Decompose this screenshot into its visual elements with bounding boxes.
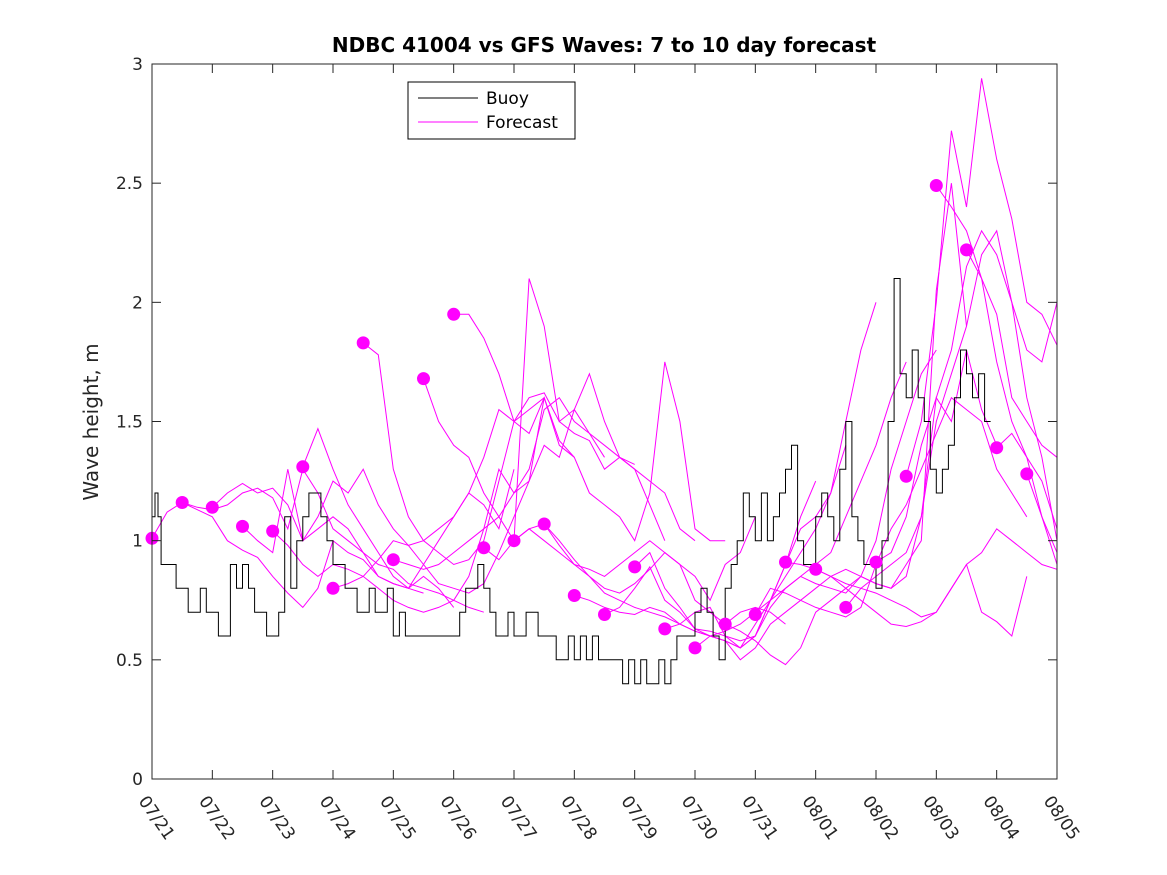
forecast-line-15 — [604, 302, 877, 642]
forecast-line-19 — [724, 349, 998, 666]
buoy-line — [152, 278, 991, 685]
forecast-marker-2 — [205, 500, 219, 514]
plot-area — [145, 78, 1058, 685]
forecast-marker-26 — [929, 179, 943, 192]
y-axis-label: Wave height, m — [79, 343, 103, 500]
y-tick-label: 2.5 — [116, 174, 143, 194]
forecast-line-25 — [905, 78, 1058, 477]
forecast-marker-13 — [537, 517, 551, 531]
forecast-line-17 — [664, 349, 937, 649]
legend: Buoy Forecast — [407, 81, 576, 140]
forecast-marker-6 — [326, 581, 340, 595]
forecast-marker-29 — [1020, 467, 1034, 481]
y-tick-label: 3 — [132, 55, 143, 75]
forecast-line-27 — [966, 249, 1058, 529]
legend-box — [407, 81, 576, 140]
forecast-line-29 — [1026, 473, 1058, 565]
forecast-marker-3 — [236, 519, 249, 533]
forecast-marker-16 — [628, 560, 642, 574]
forecast-marker-7 — [356, 336, 370, 350]
forecast-line-22 — [815, 563, 1028, 637]
forecast-line-12 — [513, 523, 786, 625]
forecast-marker-19 — [718, 617, 732, 631]
forecast-line-9 — [423, 278, 696, 543]
forecast-marker-22 — [809, 562, 823, 576]
forecast-marker-20 — [748, 608, 762, 621]
y-tick-label: 0.5 — [116, 651, 143, 671]
forecast-marker-4 — [266, 524, 280, 538]
forecast-line-10 — [453, 313, 726, 542]
forecast-line-2 — [211, 482, 484, 613]
forecast-line-16 — [634, 361, 907, 649]
forecast-marker-11 — [477, 541, 491, 555]
forecast-marker-27 — [960, 243, 973, 257]
forecast-marker-1 — [175, 496, 189, 509]
forecast-line-20 — [754, 396, 1028, 618]
forecast-marker-15 — [598, 608, 611, 621]
legend-forecast-label: Forecast — [486, 113, 558, 133]
y-tick-label: 1.5 — [116, 413, 143, 433]
forecast-line-5 — [302, 396, 575, 590]
forecast-line-4 — [272, 397, 545, 594]
y-tick-label: 1 — [132, 532, 143, 552]
forecast-marker-25 — [899, 469, 913, 483]
forecast-marker-23 — [839, 600, 853, 614]
forecast-marker-17 — [658, 622, 672, 636]
forecast-marker-12 — [507, 534, 521, 548]
forecast-marker-8 — [386, 553, 400, 567]
forecast-line-23 — [845, 229, 1058, 608]
forecast-marker-9 — [417, 372, 430, 386]
chart-title: NDBC 41004 vs GFS Waves: 7 to 10 day for… — [332, 33, 877, 57]
forecast-marker-28 — [990, 441, 1004, 455]
forecast-marker-24 — [869, 555, 883, 569]
y-tick-label: 0 — [132, 770, 143, 790]
forecast-line-26 — [935, 185, 1058, 458]
forecast-marker-5 — [296, 460, 310, 474]
y-tick-label: 2 — [132, 293, 143, 313]
forecast-marker-14 — [567, 589, 581, 602]
legend-buoy-label: Buoy — [486, 89, 529, 109]
forecast-line-7 — [362, 342, 635, 566]
forecast-marker-21 — [779, 555, 792, 569]
forecast-line-24 — [875, 229, 1058, 563]
forecast-line-6 — [332, 408, 605, 613]
forecast-marker-18 — [688, 641, 702, 655]
forecast-line-28 — [996, 432, 1058, 553]
forecast-marker-10 — [447, 307, 461, 321]
